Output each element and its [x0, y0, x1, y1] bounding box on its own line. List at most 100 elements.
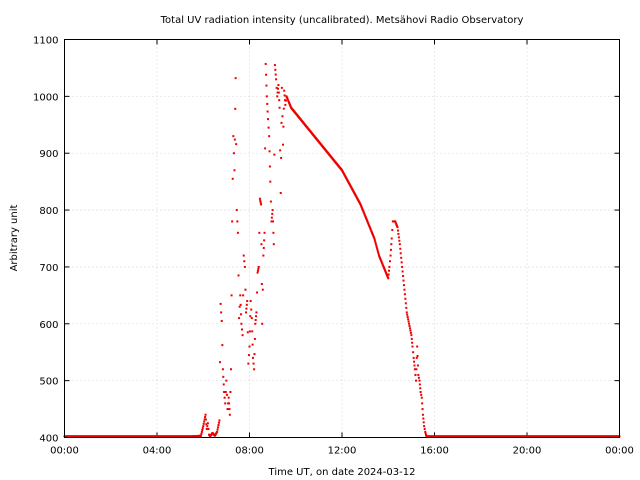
data-point: [236, 220, 239, 223]
data-point: [389, 254, 392, 257]
y-tick-label: 400: [39, 434, 58, 445]
data-point: [382, 265, 385, 268]
data-point: [362, 211, 365, 214]
data-point: [233, 169, 236, 172]
data-point: [222, 375, 225, 378]
data-point: [420, 393, 423, 396]
data-point: [359, 204, 362, 207]
data-point: [406, 313, 409, 316]
data-point: [230, 294, 233, 297]
data-point: [416, 355, 419, 358]
data-point: [421, 413, 424, 416]
data-point: [240, 328, 243, 331]
data-point: [381, 263, 384, 266]
data-point: [229, 391, 232, 394]
data-point: [405, 311, 408, 314]
data-point: [223, 396, 226, 399]
data-point: [260, 203, 263, 206]
data-point: [204, 413, 207, 416]
data-point: [267, 118, 269, 121]
axis-ticks: 00:00 04:00 08:00 12:00 16:00 20:00 00:0040050…: [33, 36, 634, 457]
data-point: [227, 396, 230, 399]
data-point: [398, 243, 401, 246]
data-point: [231, 220, 234, 223]
data-point: [239, 294, 242, 297]
data-point: [375, 244, 378, 247]
data-point: [365, 217, 368, 220]
data-point: [259, 199, 262, 202]
data-point: [264, 62, 267, 65]
data-point: [364, 215, 367, 218]
data-point: [273, 153, 276, 156]
data-point: [260, 243, 263, 246]
y-tick-label: 1100: [33, 36, 58, 47]
data-point: [400, 256, 403, 259]
data-point: [271, 212, 274, 215]
data-point: [281, 115, 284, 118]
data-point: [378, 255, 381, 258]
data-point: [378, 254, 380, 257]
data-point: [402, 284, 405, 287]
data-point: [380, 261, 383, 264]
data-point: [243, 265, 246, 268]
data-point: [273, 64, 276, 67]
data-point: [259, 201, 262, 204]
data-point: [399, 247, 402, 250]
data-point: [270, 216, 273, 219]
data-point: [245, 307, 248, 310]
data-point: [244, 288, 247, 291]
data-point: [203, 420, 206, 423]
data-point: [265, 95, 268, 98]
data-point: [228, 402, 231, 405]
data-point: [225, 393, 228, 396]
data-point: [394, 221, 397, 224]
data-point: [375, 246, 378, 249]
data-point: [368, 226, 371, 229]
data-point: [219, 361, 222, 364]
data-point: [411, 345, 414, 348]
data-point: [236, 231, 239, 234]
data-point: [406, 315, 409, 318]
data-point: [200, 432, 203, 435]
data-point: [382, 264, 385, 267]
data-point: [247, 362, 250, 365]
data-point: [263, 239, 266, 242]
data-point: [365, 219, 368, 222]
data-point: [217, 421, 220, 424]
data-point: [245, 303, 248, 306]
data-point: [218, 419, 221, 422]
data-point: [255, 315, 258, 318]
data-point: [242, 254, 245, 257]
data-point: [391, 228, 394, 231]
data-point: [262, 254, 265, 257]
data-point: [418, 379, 421, 382]
data-point: [224, 402, 227, 405]
data-point: [383, 267, 386, 270]
data-point: [378, 256, 381, 259]
data-point: [268, 135, 271, 138]
data-point: [250, 317, 253, 320]
data-point: [419, 387, 422, 390]
data-point: [360, 205, 363, 208]
y-tick-label: 700: [39, 263, 58, 274]
data-point: [280, 86, 283, 89]
data-point: [253, 353, 256, 356]
data-point: [206, 422, 209, 425]
y-tick-label: 800: [39, 206, 58, 217]
data-point: [414, 373, 417, 376]
data-point: [222, 383, 225, 386]
data-point: [383, 268, 386, 271]
data-point: [275, 86, 278, 89]
data-point: [201, 428, 204, 431]
data-point: [367, 222, 370, 225]
x-tick-label: 04:00: [143, 446, 172, 457]
data-point: [269, 200, 272, 203]
data-point: [270, 220, 273, 223]
data-point: [376, 249, 379, 252]
data-point: [200, 430, 203, 433]
data-point: [204, 416, 207, 419]
data-point: [242, 294, 245, 297]
data-point: [232, 152, 235, 155]
data-point: [398, 239, 401, 242]
data-point: [403, 288, 406, 291]
